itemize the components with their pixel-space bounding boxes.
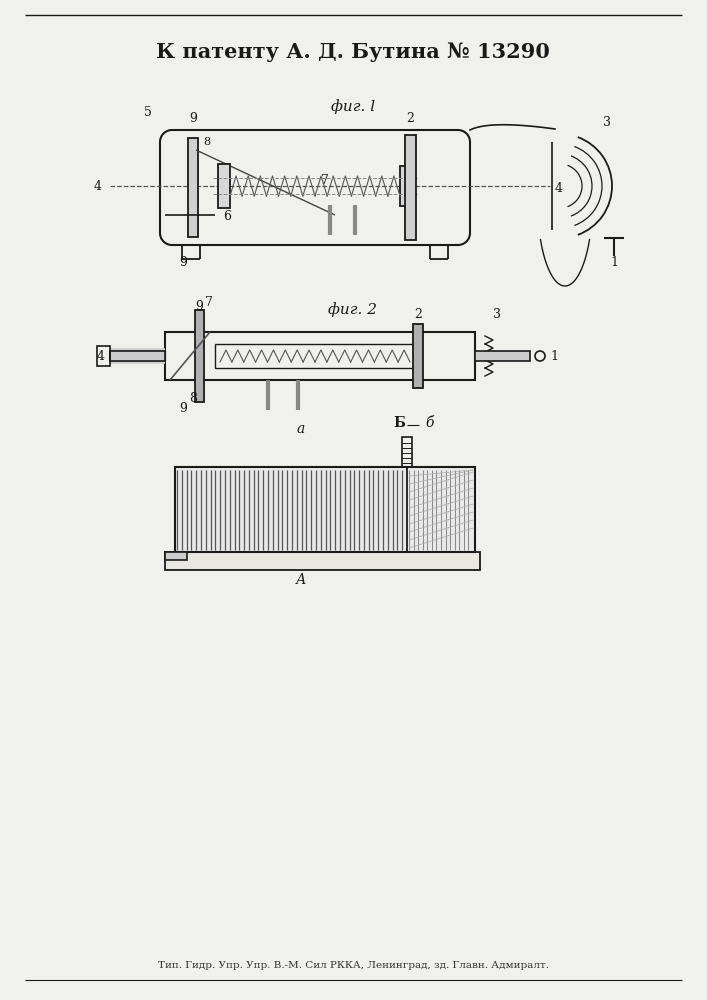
Text: 1: 1	[610, 256, 618, 269]
Bar	[175, 467, 475, 552]
Bar	[218, 164, 230, 208]
Text: К патенту А. Д. Бутина № 13290: К патенту А. Д. Бутина № 13290	[156, 42, 550, 62]
Text: 7: 7	[205, 296, 213, 308]
Text: 1: 1	[550, 350, 558, 362]
Bar	[110, 351, 165, 361]
Text: 4: 4	[555, 182, 563, 196]
Text: 9: 9	[179, 401, 187, 414]
Text: а: а	[297, 422, 305, 436]
Bar	[165, 552, 480, 570]
Text: Б: Б	[393, 416, 405, 430]
Text: 6: 6	[223, 211, 231, 224]
Bar	[165, 332, 475, 380]
Bar	[400, 166, 412, 206]
Bar	[188, 138, 198, 237]
Bar	[97, 346, 110, 366]
Text: 9: 9	[189, 111, 197, 124]
Text: 4: 4	[97, 350, 105, 362]
Text: 2: 2	[406, 111, 414, 124]
Text: 8: 8	[203, 137, 210, 147]
Bar	[413, 324, 423, 388]
Bar	[165, 552, 187, 560]
Bar	[195, 310, 204, 402]
Text: А: А	[296, 573, 306, 587]
Text: 9: 9	[179, 256, 187, 269]
Text: Тип. Гидр. Упр. Упр. В.-М. Сил РККА, Ленинград, зд. Главн. Адмиралт.: Тип. Гидр. Упр. Упр. В.-М. Сил РККА, Лен…	[158, 960, 549, 970]
Text: 3: 3	[603, 115, 611, 128]
Text: 4: 4	[94, 180, 102, 192]
Text: 5: 5	[144, 105, 152, 118]
Text: 9: 9	[195, 300, 203, 312]
Text: 3: 3	[493, 308, 501, 320]
Bar	[215, 344, 415, 368]
Bar	[475, 351, 530, 361]
Bar	[402, 437, 412, 467]
Text: 2: 2	[414, 308, 422, 320]
Text: 7: 7	[321, 174, 329, 186]
Text: б: б	[425, 416, 433, 430]
Text: 8: 8	[189, 391, 197, 404]
Bar	[405, 135, 416, 240]
Text: фиг. 2: фиг. 2	[329, 303, 378, 317]
Text: фиг. l: фиг. l	[331, 100, 375, 114]
